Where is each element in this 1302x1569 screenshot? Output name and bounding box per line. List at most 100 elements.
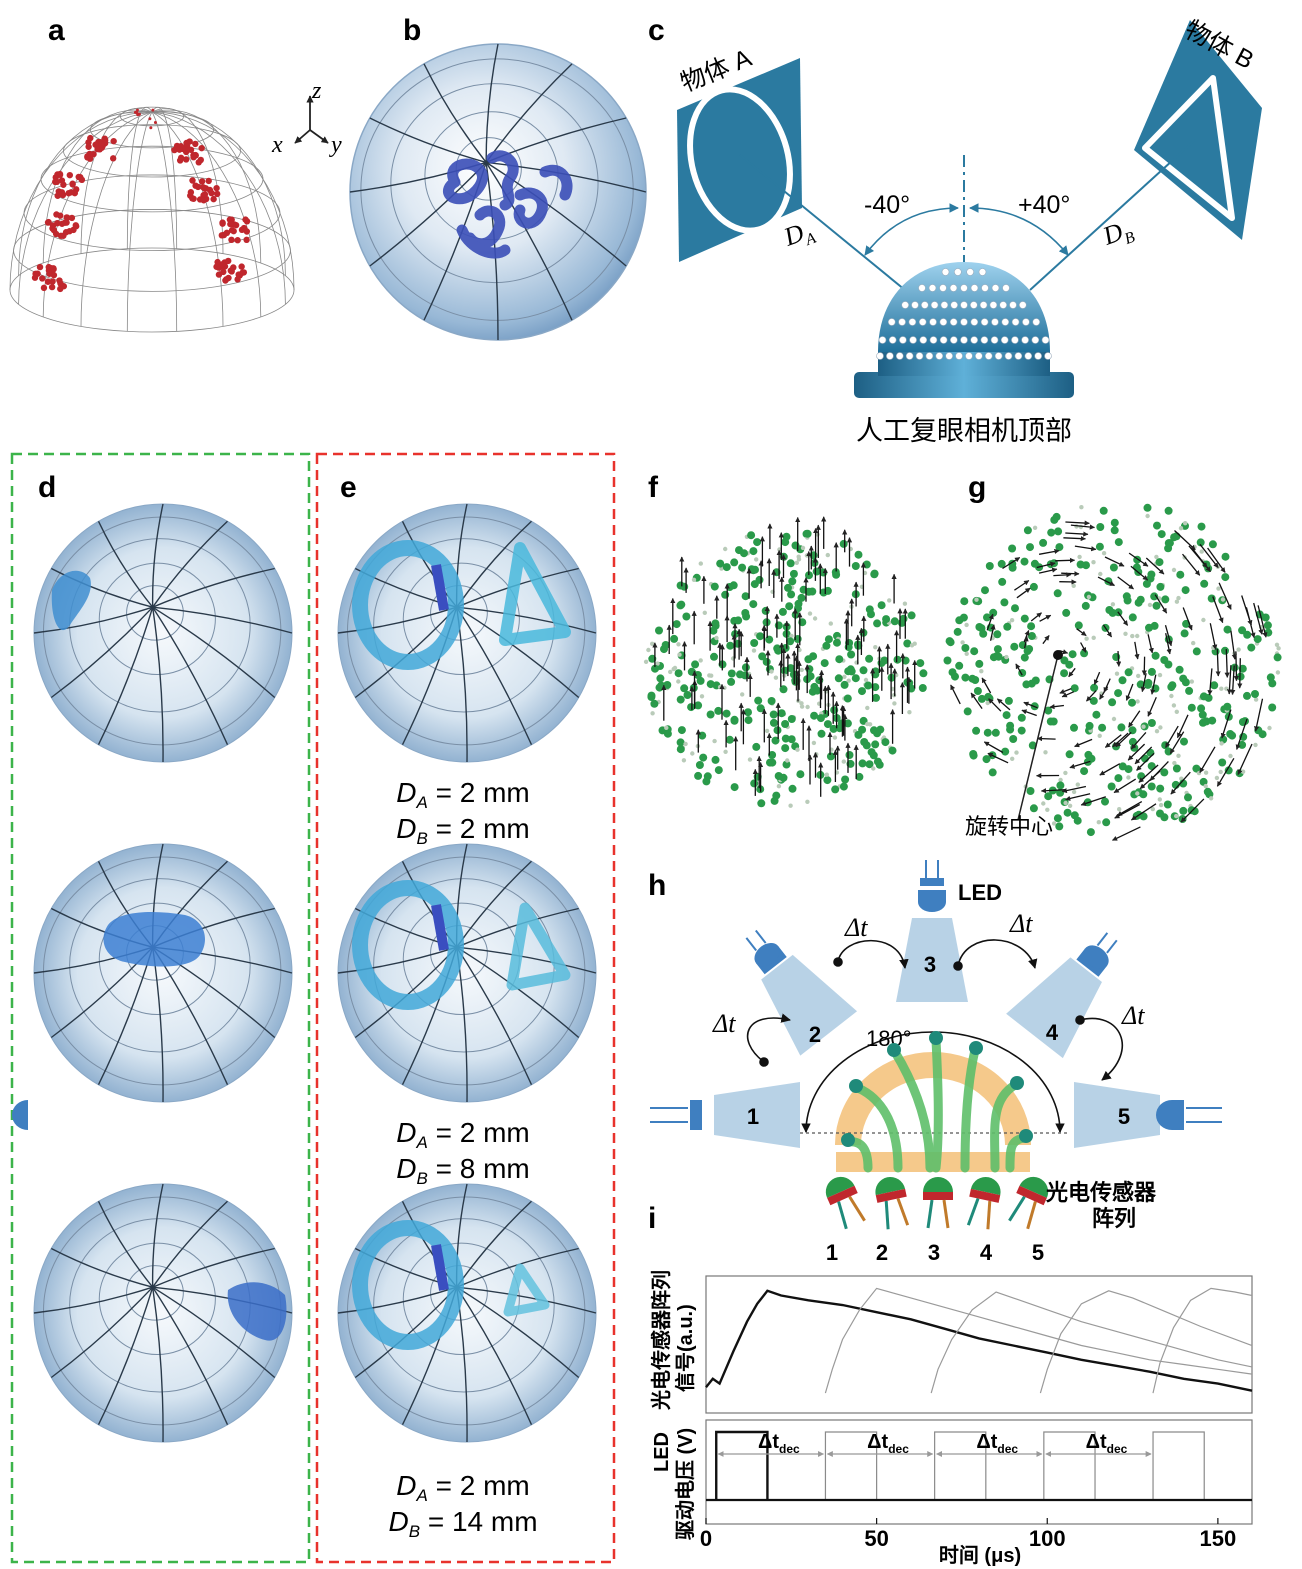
sensor-point	[1192, 764, 1201, 773]
ommatidium	[878, 336, 887, 344]
sensor-point	[876, 725, 885, 734]
flow-vector	[1237, 658, 1243, 689]
sensor-point	[985, 700, 990, 706]
latitude-line	[402, 562, 520, 676]
latitude-line	[346, 516, 586, 746]
compound-eye-camera	[854, 262, 1074, 398]
sensor-point	[863, 677, 869, 683]
sensor-point	[855, 772, 864, 781]
ommatidium	[939, 336, 948, 344]
sensor-point	[964, 622, 969, 628]
sensor-point	[698, 731, 707, 740]
sensor-point	[1080, 767, 1089, 776]
meridian-line	[456, 946, 533, 1086]
sensor-point	[1150, 806, 1156, 812]
sensor-point	[1041, 801, 1046, 806]
sensor-point	[722, 685, 727, 690]
overlap-mark	[431, 564, 449, 611]
flow-vector	[1176, 714, 1189, 739]
panel-label-a: a	[48, 14, 65, 47]
sensor-point	[1185, 686, 1194, 695]
ommatidium	[991, 318, 999, 326]
sensor-point	[1128, 613, 1137, 622]
ommatidium	[1000, 336, 1009, 344]
sensor-point	[714, 766, 723, 775]
sensor-point	[777, 709, 786, 718]
sensor-dot	[66, 171, 74, 179]
flow-vector	[1102, 624, 1113, 638]
sensor-dot	[213, 190, 221, 198]
sensor-point	[725, 735, 734, 744]
sensor-point	[1196, 538, 1205, 547]
sensor-point	[1130, 633, 1135, 639]
photodiode	[966, 1177, 1001, 1230]
caption-e2-da: DA = 2 mm	[396, 1117, 530, 1152]
sensor-point	[1243, 691, 1251, 700]
sensor-point	[1126, 775, 1131, 780]
sensor-point	[903, 639, 912, 648]
sensor-point	[1080, 649, 1089, 658]
photodiode	[875, 1177, 910, 1230]
led-pulse-2	[824, 1431, 878, 1500]
flow-vector	[1147, 634, 1154, 654]
sensor-point	[1006, 725, 1015, 734]
meridian-line	[50, 606, 154, 699]
sensor-point	[1091, 560, 1096, 565]
sensor-point	[1218, 758, 1227, 767]
sensor-point	[832, 735, 838, 740]
flow-vector	[1112, 826, 1141, 841]
panel-g-optical-flow-rotation	[943, 503, 1282, 841]
sensor-dot	[220, 231, 228, 239]
sensor-point	[1022, 680, 1031, 689]
sensor-point	[1039, 538, 1048, 547]
panel-h-led-schematic: 3 LED 2 4 1	[12, 860, 1222, 1265]
ommatidium	[940, 301, 949, 309]
sensor-point	[1139, 790, 1148, 799]
top-ylabel-line2: 信号(a.u.)	[673, 1304, 697, 1392]
sensor-dot	[52, 230, 60, 238]
sensor-dot	[135, 108, 139, 112]
sensor-point	[845, 751, 854, 759]
ommatidium	[950, 336, 958, 344]
ommatidium	[994, 352, 1003, 360]
sensor-point	[1157, 797, 1163, 802]
photodiode	[825, 1176, 866, 1230]
sensor-point	[865, 705, 870, 711]
sensor-point	[1098, 723, 1107, 732]
meridian-line	[337, 606, 457, 634]
meridian-line	[337, 1286, 457, 1314]
sensor-point	[694, 701, 703, 710]
delta-t-dec-annotations: Δtdec Δtdec Δtdec Δtdec	[717, 1431, 1152, 1457]
sensor-point	[781, 644, 790, 652]
sensor-point	[839, 782, 848, 791]
sensor-point	[1051, 821, 1057, 826]
sensor-point	[658, 682, 667, 691]
sensor-dot	[87, 134, 94, 142]
sensor-point	[902, 601, 908, 606]
ommatidium	[970, 318, 979, 326]
sensor-point	[1055, 822, 1064, 831]
sensor-point	[706, 680, 715, 689]
panel-e-spheres: DA = 2 mm DB = 2 mm DA = 2 mm DB = 8 mm …	[337, 503, 597, 1541]
sensor-point	[907, 710, 912, 715]
sensor-point	[1263, 621, 1272, 630]
flow-vector	[1254, 698, 1264, 732]
ommatidium	[929, 336, 938, 344]
delta-t-label-2: Δt	[844, 913, 868, 942]
sensor-point	[758, 652, 767, 661]
sensor-point	[1156, 582, 1165, 591]
flow-vector	[1116, 801, 1143, 817]
sensor-point	[1238, 664, 1247, 673]
sensor-point	[1110, 518, 1119, 527]
sensor-point	[823, 776, 832, 785]
sensor-dot	[58, 189, 66, 196]
flow-vector	[1182, 607, 1193, 631]
photodiode	[923, 1177, 953, 1229]
sensor-dot	[98, 141, 105, 148]
ommatidium	[1001, 318, 1010, 326]
sensor-dot	[176, 146, 183, 153]
photodiode-body	[875, 1188, 907, 1203]
sensor-dot	[40, 284, 48, 292]
sensor-point	[1086, 594, 1092, 600]
led-pulse-4	[1043, 1431, 1096, 1500]
